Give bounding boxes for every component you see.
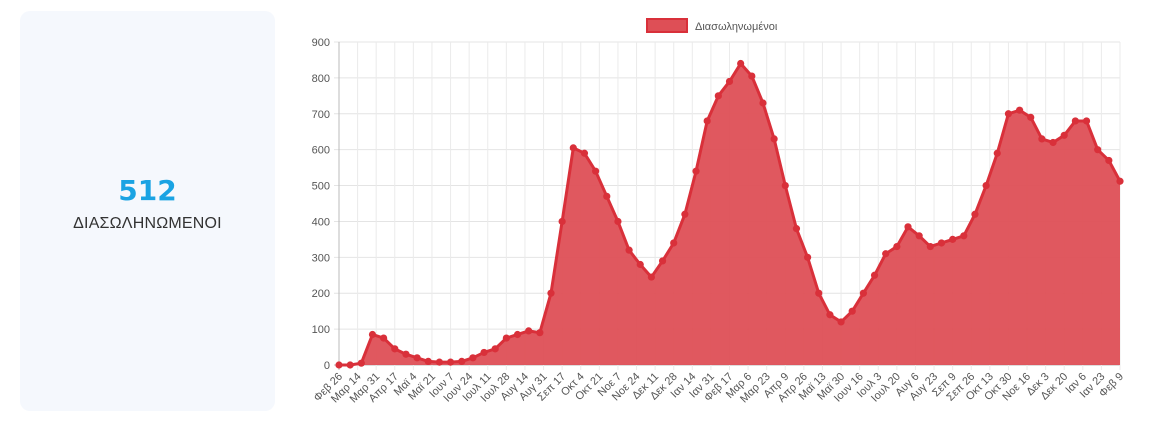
- data-point: [346, 361, 354, 369]
- data-point: [614, 217, 622, 226]
- y-tick-label: 800: [312, 73, 330, 85]
- data-point: [870, 271, 879, 279]
- stat-value: 512: [118, 174, 177, 207]
- data-point: [748, 72, 756, 80]
- data-point: [937, 239, 946, 247]
- data-point: [502, 334, 510, 342]
- data-point: [770, 135, 778, 143]
- data-point: [725, 77, 734, 86]
- y-tick-label: 400: [312, 216, 330, 228]
- data-point: [1105, 156, 1113, 165]
- data-point: [647, 273, 655, 281]
- y-tick-label: 100: [312, 324, 330, 336]
- y-tick-label: 700: [312, 109, 330, 121]
- data-point: [625, 246, 633, 254]
- data-point: [960, 232, 968, 240]
- data-point: [1060, 131, 1068, 139]
- data-point: [1004, 110, 1013, 118]
- stat-card: 512 ΔΙΑΣΩΛΗΝΩΜΕΝΟΙ: [20, 11, 275, 411]
- data-point: [904, 223, 912, 231]
- data-point: [658, 257, 667, 265]
- data-point: [357, 359, 365, 367]
- data-point: [893, 242, 901, 251]
- data-point: [737, 59, 745, 68]
- data-point: [882, 250, 890, 258]
- data-point: [926, 242, 934, 251]
- series-area-fill: [339, 63, 1120, 365]
- data-point: [692, 167, 700, 175]
- legend-label: Διασωληνωμένοι: [695, 21, 778, 33]
- data-point: [569, 144, 577, 152]
- data-point: [792, 225, 801, 233]
- data-point: [547, 289, 555, 297]
- data-point: [1015, 106, 1024, 114]
- data-point: [781, 181, 789, 190]
- data-point: [603, 192, 611, 200]
- data-point: [435, 358, 444, 366]
- stat-label: ΔΙΑΣΩΛΗΝΩΜΕΝΟΙ: [73, 215, 222, 232]
- y-tick-label: 900: [312, 37, 330, 49]
- data-point: [971, 210, 979, 218]
- data-point: [949, 235, 957, 243]
- data-point: [558, 217, 566, 226]
- data-point: [380, 334, 388, 342]
- data-point: [402, 350, 410, 358]
- y-tick-label: 500: [312, 181, 330, 193]
- data-point: [413, 354, 421, 362]
- data-point: [815, 289, 823, 297]
- data-point: [859, 289, 867, 297]
- data-point: [1049, 138, 1057, 147]
- data-point: [1082, 117, 1091, 125]
- data-point: [837, 318, 845, 326]
- chart-legend[interactable]: Διασωληνωμένοι: [646, 18, 778, 33]
- data-point: [670, 239, 678, 247]
- data-point: [1071, 117, 1079, 125]
- data-point: [1116, 177, 1124, 185]
- data-point: [525, 327, 533, 335]
- data-point: [536, 329, 544, 337]
- data-point: [491, 345, 499, 353]
- data-point: [458, 357, 466, 366]
- data-point: [759, 99, 767, 107]
- data-point: [1038, 135, 1046, 143]
- data-point: [513, 330, 522, 339]
- y-tick-label: 0: [324, 360, 330, 372]
- data-point: [335, 361, 343, 369]
- y-tick-label: 600: [312, 145, 330, 157]
- data-point: [391, 345, 399, 353]
- data-point: [446, 358, 455, 366]
- data-point: [982, 181, 990, 190]
- data-point: [636, 260, 644, 269]
- data-point: [993, 149, 1001, 157]
- data-point: [580, 149, 589, 157]
- intubated-area-chart: Διασωληνωμένοι 0 100 200 300 400 500 600 700 800…: [312, 18, 1126, 406]
- data-point: [424, 357, 432, 366]
- legend-swatch: [646, 18, 688, 33]
- data-point: [703, 117, 711, 125]
- data-point: [469, 354, 477, 362]
- data-point: [848, 307, 856, 315]
- y-tick-label: 300: [312, 252, 330, 264]
- plot-area: [335, 59, 1124, 369]
- data-point: [826, 311, 834, 319]
- y-axis: 0 100 200 300 400 500 600 700 800 900: [312, 37, 330, 372]
- data-point: [480, 348, 488, 357]
- data-point: [714, 92, 722, 100]
- data-point: [681, 210, 689, 218]
- data-point: [1094, 146, 1102, 154]
- data-point: [1027, 113, 1035, 121]
- data-point: [804, 253, 812, 261]
- data-point: [592, 167, 600, 175]
- data-point: [368, 330, 377, 339]
- y-tick-label: 200: [312, 288, 330, 300]
- data-point: [915, 232, 923, 240]
